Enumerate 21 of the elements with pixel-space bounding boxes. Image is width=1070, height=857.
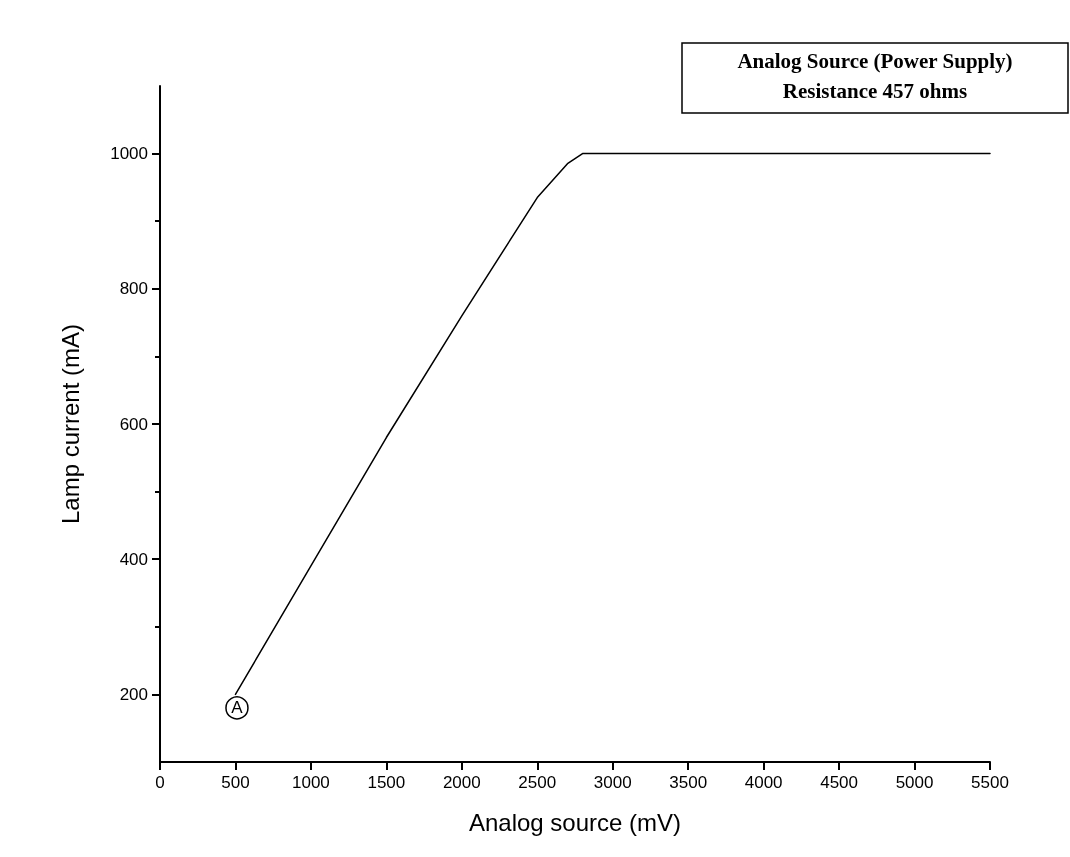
x-tick-label: 4500 — [820, 773, 858, 792]
x-tick-label: 1500 — [367, 773, 406, 792]
y-tick-label: 1000 — [110, 144, 148, 164]
x-tick-label: 3000 — [593, 773, 632, 792]
y-axis-title: Lamp current (mA) — [56, 323, 84, 525]
x-tick-label: 5500 — [971, 773, 1009, 792]
y-tick-label: 200 — [119, 684, 148, 704]
x-axis-title: Analog source (mV) — [468, 808, 682, 836]
y-tick-label: 800 — [119, 279, 148, 299]
x-tick-label: 2000 — [442, 773, 481, 792]
x-tick-label: 1000 — [292, 773, 330, 792]
x-tick-label: 0 — [155, 773, 165, 792]
annotation: Analog Source (Power Supply) Resistance 457 ohms — [737, 49, 1013, 103]
x-tick-label: 5000 — [895, 773, 934, 792]
x-tick-label: 3500 — [669, 773, 708, 792]
y-tick-label: 600 — [119, 414, 148, 434]
y-tick-label: 400 — [119, 549, 148, 569]
x-tick-label: 2500 — [518, 773, 557, 792]
x-tick-label: 500 — [221, 773, 250, 792]
x-tick-label: 4000 — [744, 773, 783, 792]
annotation: A — [231, 698, 244, 718]
